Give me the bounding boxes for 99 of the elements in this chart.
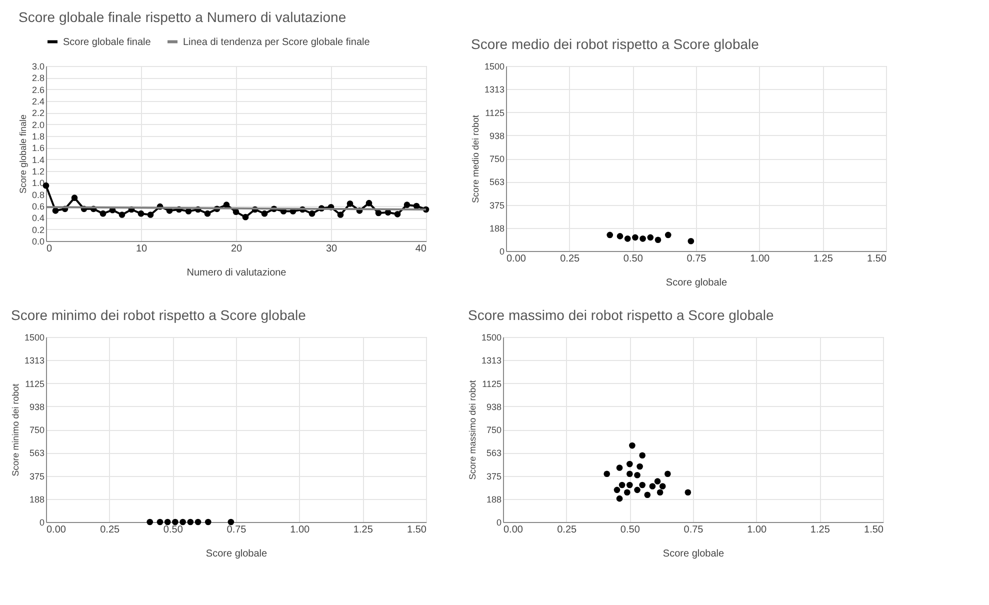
y-tick-label: 1.4 — [32, 154, 44, 165]
y-tick-label: 1313 — [484, 84, 504, 95]
point — [366, 200, 372, 206]
y-tick-label: 3.0 — [32, 62, 44, 72]
point — [337, 212, 344, 218]
y-tick-label: 1500 — [24, 332, 44, 342]
legend-label: Score globale finale — [63, 36, 152, 48]
y-tick-label: 1125 — [25, 378, 44, 389]
y-tick-label: 188 — [29, 494, 44, 504]
x-tick-label: 0.00 — [46, 524, 66, 536]
y-tick-label: 188 — [486, 494, 502, 504]
y-tick-label: 938 — [29, 402, 44, 412]
x-tick-label: 0.50 — [620, 524, 640, 536]
x-axis-title: Numero di valutazione — [186, 268, 287, 278]
x-axis-title: Score globale — [662, 548, 725, 560]
x-tick-label: 0.50 — [163, 524, 184, 536]
chart-title: Score massimo dei robot rispetto a Score globale — [468, 307, 774, 323]
point — [100, 210, 106, 217]
y-axis-title: Score massimo dei robot — [467, 380, 478, 480]
point — [242, 214, 249, 220]
x-tick-label: 1.00 — [290, 524, 310, 536]
x-tick-label: 1.50 — [864, 524, 884, 536]
x-tick-label: 1.25 — [810, 524, 830, 536]
point — [261, 210, 268, 217]
point — [147, 212, 154, 218]
y-tick-label: 563 — [486, 448, 502, 458]
y-tick-label: 1500 — [484, 62, 504, 72]
y-tick-label: 1313 — [24, 356, 44, 366]
y-tick-label: 750 — [29, 425, 44, 435]
x-tick-label: 1.00 — [750, 254, 770, 264]
y-tick-label: 375 — [486, 471, 502, 482]
point — [413, 202, 420, 210]
x-tick-label: 0.25 — [100, 524, 120, 536]
x-tick-label: 0.75 — [226, 524, 247, 536]
x-tick-label: 0.50 — [623, 254, 644, 264]
x-tick-label: 0.25 — [560, 254, 580, 264]
y-axis-title: Score globale finale — [18, 114, 28, 194]
x-tick-label: 0.00 — [504, 524, 524, 536]
y-tick-label: 2.6 — [32, 84, 44, 95]
x-tick-label: 1.50 — [867, 254, 887, 264]
point — [346, 200, 354, 207]
y-tick-label: 938 — [486, 402, 502, 412]
x-tick-label: 0.75 — [684, 524, 704, 536]
x-tick-label: 20 — [230, 244, 242, 254]
chart-title: Score medio dei robot rispetto a Score globale — [470, 36, 760, 52]
point — [118, 212, 126, 218]
y-tick-label: 2.2 — [32, 108, 44, 118]
y-tick-label: 750 — [489, 154, 504, 164]
x-tick-label: 0.75 — [686, 254, 707, 264]
point — [308, 210, 316, 217]
point — [375, 210, 382, 216]
y-tick-label: 0.0 — [32, 236, 44, 246]
legend-label: Linea di tendenza per Score globale finale — [183, 36, 370, 48]
x-tick-label: 1.25 — [353, 524, 374, 536]
y-tick-label: 0.8 — [32, 190, 44, 200]
y-tick-label: 1.2 — [32, 166, 44, 176]
chart-title: Score globale finale rispetto a Numero di valutazione — [18, 9, 346, 25]
y-tick-label: 375 — [29, 471, 44, 482]
x-tick-label: 0 — [46, 244, 52, 254]
y-tick-label: 1125 — [485, 108, 504, 118]
point — [71, 194, 78, 201]
y-tick-label: 0.4 — [32, 213, 44, 224]
x-tick-label: 10 — [136, 244, 148, 254]
chart-title: Score minimo dei robot rispetto a Score globale — [10, 307, 306, 323]
y-tick-label: 2.0 — [32, 120, 44, 130]
x-tick-label: 0.25 — [557, 524, 577, 536]
x-tick-label: 40 — [415, 244, 427, 254]
x-axis-title: Score globale — [206, 548, 268, 560]
x-tick-label: 1.25 — [813, 254, 834, 264]
x-tick-label: 30 — [326, 244, 338, 254]
y-tick-label: 1500 — [481, 332, 502, 342]
y-tick-label: 563 — [489, 177, 504, 188]
y-axis-title: Score minimo dei robot — [10, 383, 20, 476]
y-tick-label: 938 — [489, 130, 504, 141]
y-tick-label: 1313 — [481, 356, 502, 366]
x-tick-label: 1.00 — [747, 524, 767, 536]
point — [204, 210, 211, 217]
y-tick-label: 563 — [29, 448, 44, 458]
y-tick-label: 750 — [486, 425, 502, 435]
y-tick-label: 0 — [496, 518, 502, 528]
point — [404, 202, 410, 208]
y-tick-label: 0 — [39, 518, 44, 528]
y-tick-label: 1.8 — [32, 132, 44, 142]
y-tick-label: 2.4 — [32, 96, 44, 106]
y-axis-title: Score medio dei robot — [470, 114, 480, 204]
x-axis-title: Score globale — [666, 278, 728, 288]
point — [138, 210, 144, 217]
point — [223, 202, 230, 208]
y-tick-label: 188 — [489, 223, 504, 234]
y-tick-label: 1125 — [482, 378, 502, 389]
y-tick-label: 0.2 — [32, 224, 44, 235]
x-tick-label: 1.50 — [407, 524, 427, 536]
y-tick-label: 1.6 — [32, 143, 44, 154]
y-tick-label: 375 — [489, 200, 504, 210]
point — [394, 211, 401, 218]
y-tick-label: 0.6 — [32, 202, 44, 212]
point — [52, 208, 59, 214]
y-tick-label: 2.8 — [32, 73, 44, 84]
x-tick-label: 0.00 — [506, 254, 526, 264]
